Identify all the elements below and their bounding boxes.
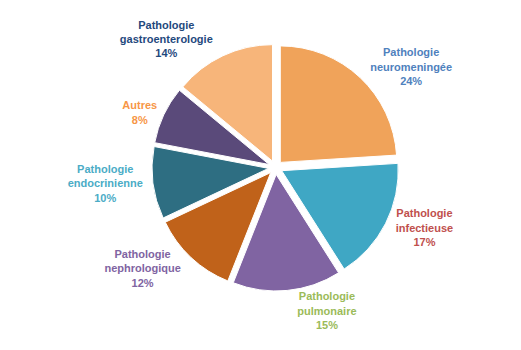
svg-text:Autres8%: Autres8% [122, 99, 157, 125]
svg-text:Pathologiegastroenterologie14%: Pathologiegastroenterologie14% [120, 19, 213, 60]
svg-text:Pathologieendocrinienne10%: Pathologieendocrinienne10% [68, 163, 143, 204]
svg-text:Pathologienephrologique12%: Pathologienephrologique12% [104, 248, 180, 289]
svg-text:Pathologiepulmonaire15%: Pathologiepulmonaire15% [297, 290, 356, 331]
svg-text:Pathologieinfectieuse17%: Pathologieinfectieuse17% [396, 207, 453, 248]
svg-text:Pathologieneuromeningée24%: Pathologieneuromeningée24% [370, 46, 452, 87]
